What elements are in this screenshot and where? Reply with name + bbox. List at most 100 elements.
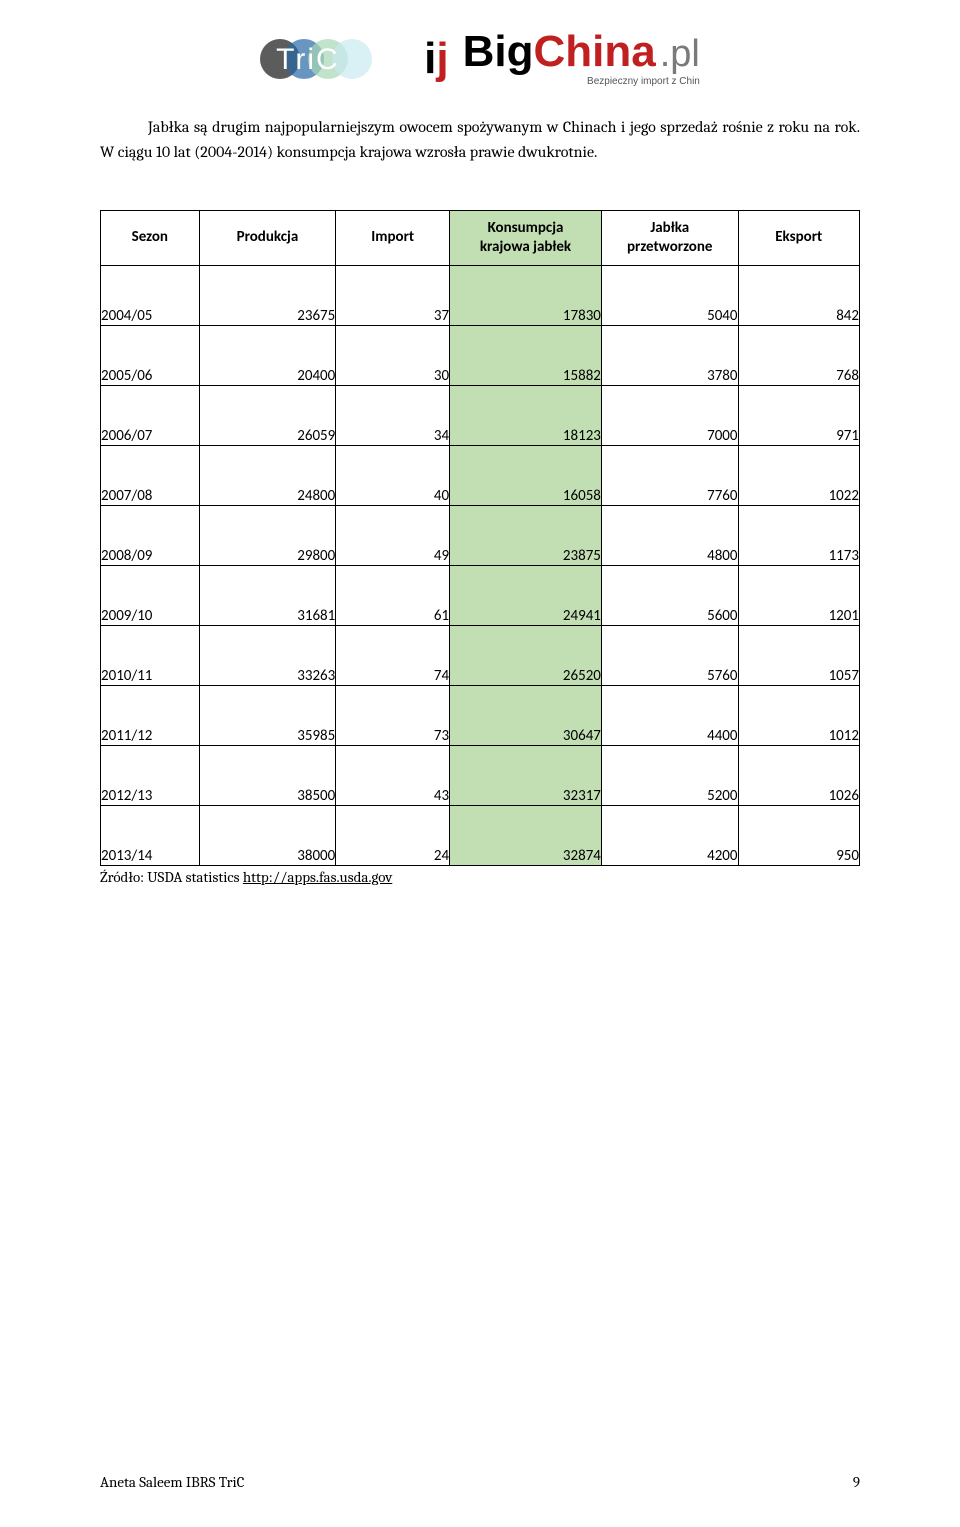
cell-sezon: 2008/09 [101,505,200,565]
table-row: 2007/0824800401605877601022 [101,445,860,505]
table-row: 2011/1235985733064744001012 [101,685,860,745]
cell-konsumpcja: 23875 [450,505,602,565]
table-row: 2006/072605934181237000971 [101,385,860,445]
cell-sezon: 2013/14 [101,805,200,865]
cell-konsumpcja: 17830 [450,265,602,325]
cell-konsumpcja: 18123 [450,385,602,445]
cell-konsumpcja: 16058 [450,445,602,505]
ij-icon: i j [424,37,448,81]
cell-produkcja: 29800 [199,505,336,565]
cell-import: 49 [336,505,450,565]
footer-page-number: 9 [853,1473,860,1491]
cell-eksport: 1022 [738,445,859,505]
logo-subtitle: Bezpieczny import z Chin [587,76,700,87]
cell-produkcja: 20400 [199,325,336,385]
th-produkcja: Produkcja [199,210,336,265]
th-konsumpcja-l1: Konsumpcja [488,219,564,238]
cell-produkcja: 38000 [199,805,336,865]
intro-paragraph: Jabłka są drugim najpopularniejszym owoc… [100,115,860,166]
tric-logo-text: TriC [276,43,340,77]
source-line: Źródło: USDA statistics http://apps.fas.… [100,868,860,886]
cell-import: 73 [336,685,450,745]
table-row: 2012/1338500433231752001026 [101,745,860,805]
th-konsumpcja: Konsumpcjakrajowa jabłek [450,210,602,265]
cell-jablka: 7760 [601,445,738,505]
cell-import: 43 [336,745,450,805]
table-row: 2004/052367537178305040842 [101,265,860,325]
cell-konsumpcja: 30647 [450,685,602,745]
cell-jablka: 5600 [601,565,738,625]
table-header-row: Sezon Produkcja Import Konsumpcjakrajowa… [101,210,860,265]
header-logo-block: TriC i j Big China .pl Bezpieczny import… [100,30,860,89]
cell-import: 37 [336,265,450,325]
cell-konsumpcja: 26520 [450,625,602,685]
table-row: 2008/0929800492387548001173 [101,505,860,565]
logo-big: Big [463,30,534,74]
cell-jablka: 4200 [601,805,738,865]
th-jablka-l1: Jabłka [650,219,689,238]
logo-pl: .pl [660,35,700,73]
cell-eksport: 1026 [738,745,859,805]
table-head: Sezon Produkcja Import Konsumpcjakrajowa… [101,210,860,265]
source-prefix: Źródło: USDA statistics [100,868,243,886]
th-eksport: Eksport [738,210,859,265]
cell-jablka: 4800 [601,505,738,565]
cell-jablka: 5200 [601,745,738,805]
cell-eksport: 1057 [738,625,859,685]
cell-eksport: 1201 [738,565,859,625]
cell-import: 30 [336,325,450,385]
th-jablka-l2: przetworzone [627,238,713,257]
cell-produkcja: 24800 [199,445,336,505]
cell-sezon: 2011/12 [101,685,200,745]
cell-import: 34 [336,385,450,445]
cell-eksport: 768 [738,325,859,385]
cell-jablka: 5760 [601,625,738,685]
cell-konsumpcja: 15882 [450,325,602,385]
cell-produkcja: 31681 [199,565,336,625]
th-jablka: Jabłkaprzetworzone [601,210,738,265]
table-row: 2005/062040030158823780768 [101,325,860,385]
cell-eksport: 1173 [738,505,859,565]
logo-china: China [533,30,655,74]
table-row: 2009/1031681612494156001201 [101,565,860,625]
cell-eksport: 842 [738,265,859,325]
cell-sezon: 2006/07 [101,385,200,445]
cell-sezon: 2004/05 [101,265,200,325]
cell-konsumpcja: 24941 [450,565,602,625]
cell-jablka: 7000 [601,385,738,445]
th-produkcja-label: Produkcja [237,228,299,247]
cell-jablka: 3780 [601,325,738,385]
cell-sezon: 2005/06 [101,325,200,385]
th-eksport-label: Eksport [775,228,822,247]
cell-import: 61 [336,565,450,625]
th-sezon-label: Sezon [132,228,168,247]
ij-j: j [436,37,448,81]
th-sezon: Sezon [101,210,200,265]
cell-eksport: 950 [738,805,859,865]
bigchina-text: Big China .pl [463,30,700,74]
table-row: 2013/143800024328744200950 [101,805,860,865]
ij-i: i [424,37,436,81]
cell-import: 40 [336,445,450,505]
cell-eksport: 1012 [738,685,859,745]
th-konsumpcja-l2: krajowa jabłek [480,238,571,257]
source-link[interactable]: http://apps.fas.usda.gov [243,868,392,886]
cell-produkcja: 33263 [199,625,336,685]
data-table: Sezon Produkcja Import Konsumpcjakrajowa… [100,210,860,866]
cell-produkcja: 26059 [199,385,336,445]
cell-sezon: 2007/08 [101,445,200,505]
table-body: 2004/0523675371783050408422005/062040030… [101,265,860,865]
footer-left: Aneta Saleem IBRS TriC [100,1473,244,1491]
bigchina-logo: Big China .pl Bezpieczny import z Chin [463,30,700,87]
cell-produkcja: 23675 [199,265,336,325]
page-footer: Aneta Saleem IBRS TriC 9 [100,1473,860,1491]
cell-sezon: 2010/11 [101,625,200,685]
cell-jablka: 5040 [601,265,738,325]
cell-import: 74 [336,625,450,685]
th-import: Import [336,210,450,265]
cell-konsumpcja: 32874 [450,805,602,865]
tric-logo: TriC [260,33,410,85]
cell-konsumpcja: 32317 [450,745,602,805]
cell-sezon: 2012/13 [101,745,200,805]
logo-row: TriC i j Big China .pl Bezpieczny import… [260,30,700,87]
